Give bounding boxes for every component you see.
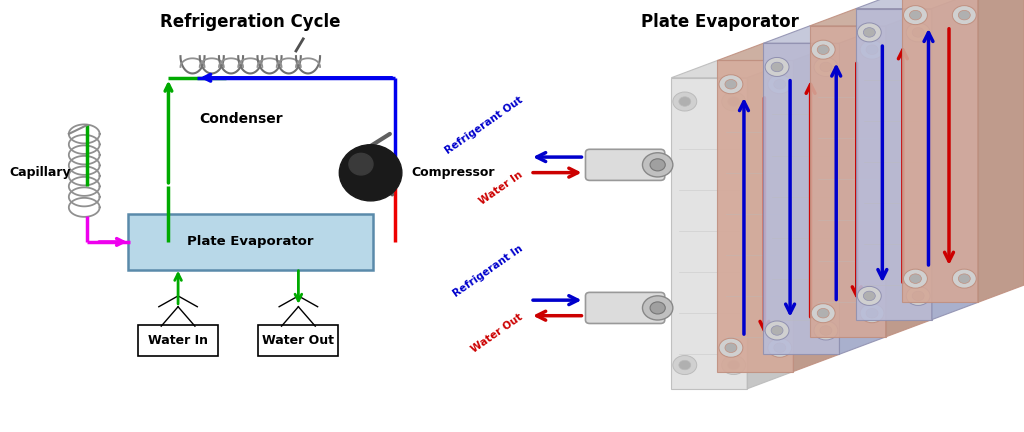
Circle shape xyxy=(958,10,971,20)
Circle shape xyxy=(903,6,928,25)
Text: Condenser: Condenser xyxy=(199,112,283,126)
Circle shape xyxy=(952,269,976,288)
Circle shape xyxy=(673,356,696,375)
Text: Water In: Water In xyxy=(148,334,208,347)
Circle shape xyxy=(771,62,783,72)
Polygon shape xyxy=(902,0,978,302)
Polygon shape xyxy=(932,0,978,320)
Text: Refrigerant In: Refrigerant In xyxy=(452,244,524,299)
Polygon shape xyxy=(856,0,978,9)
Polygon shape xyxy=(978,0,1024,302)
Text: Plate Evaporator: Plate Evaporator xyxy=(641,13,799,31)
Circle shape xyxy=(811,304,836,323)
Circle shape xyxy=(866,308,878,318)
Text: Plate Evaporator: Plate Evaporator xyxy=(187,235,313,248)
Polygon shape xyxy=(748,60,794,389)
Circle shape xyxy=(642,153,673,177)
Circle shape xyxy=(768,338,792,357)
Circle shape xyxy=(866,45,878,54)
Circle shape xyxy=(679,97,691,106)
Circle shape xyxy=(725,343,737,353)
Text: Water Out: Water Out xyxy=(262,334,335,347)
Circle shape xyxy=(728,97,739,106)
Circle shape xyxy=(679,360,691,370)
Text: Refrigerant Out: Refrigerant Out xyxy=(443,95,524,156)
Polygon shape xyxy=(764,26,886,43)
Polygon shape xyxy=(718,60,794,372)
Circle shape xyxy=(765,57,790,76)
Circle shape xyxy=(912,28,924,37)
Polygon shape xyxy=(840,26,886,354)
Circle shape xyxy=(958,274,971,283)
Circle shape xyxy=(912,291,924,301)
Circle shape xyxy=(650,159,666,171)
Polygon shape xyxy=(794,43,840,372)
Circle shape xyxy=(722,92,745,111)
FancyBboxPatch shape xyxy=(258,325,338,356)
Circle shape xyxy=(903,269,928,288)
Circle shape xyxy=(725,79,737,89)
Circle shape xyxy=(863,291,876,301)
Circle shape xyxy=(857,23,882,42)
Text: Capillary: Capillary xyxy=(9,166,72,179)
Polygon shape xyxy=(718,43,840,60)
Circle shape xyxy=(728,360,739,370)
Circle shape xyxy=(349,153,373,175)
Polygon shape xyxy=(810,9,932,26)
Circle shape xyxy=(817,308,829,318)
FancyBboxPatch shape xyxy=(586,149,665,181)
Text: Refrigeration Cycle: Refrigeration Cycle xyxy=(160,13,341,31)
Circle shape xyxy=(765,321,790,340)
Circle shape xyxy=(952,6,976,25)
Circle shape xyxy=(774,343,785,353)
Circle shape xyxy=(820,62,831,72)
Circle shape xyxy=(811,40,836,59)
Circle shape xyxy=(771,326,783,335)
Circle shape xyxy=(642,296,673,320)
Text: Water Out: Water Out xyxy=(470,312,524,355)
Circle shape xyxy=(339,145,401,201)
FancyBboxPatch shape xyxy=(128,214,373,270)
Circle shape xyxy=(860,304,884,323)
Circle shape xyxy=(857,286,882,305)
Circle shape xyxy=(909,274,922,283)
Circle shape xyxy=(863,28,876,37)
Polygon shape xyxy=(810,26,886,337)
Text: Compressor: Compressor xyxy=(412,166,495,179)
Circle shape xyxy=(719,75,742,94)
Circle shape xyxy=(814,57,838,76)
Circle shape xyxy=(817,45,829,54)
Polygon shape xyxy=(672,60,794,78)
Circle shape xyxy=(774,79,785,89)
Circle shape xyxy=(650,302,666,314)
FancyBboxPatch shape xyxy=(586,292,665,324)
Polygon shape xyxy=(672,78,748,389)
Circle shape xyxy=(768,75,792,94)
Circle shape xyxy=(909,10,922,20)
Polygon shape xyxy=(764,43,840,354)
Polygon shape xyxy=(886,9,932,337)
Circle shape xyxy=(906,23,930,42)
Circle shape xyxy=(860,40,884,59)
Circle shape xyxy=(673,92,696,111)
Text: Water In: Water In xyxy=(478,169,524,206)
Circle shape xyxy=(814,321,838,340)
FancyBboxPatch shape xyxy=(138,325,218,356)
Polygon shape xyxy=(856,9,932,320)
Circle shape xyxy=(820,326,831,335)
Circle shape xyxy=(906,286,930,305)
Circle shape xyxy=(722,356,745,375)
Circle shape xyxy=(719,338,742,357)
